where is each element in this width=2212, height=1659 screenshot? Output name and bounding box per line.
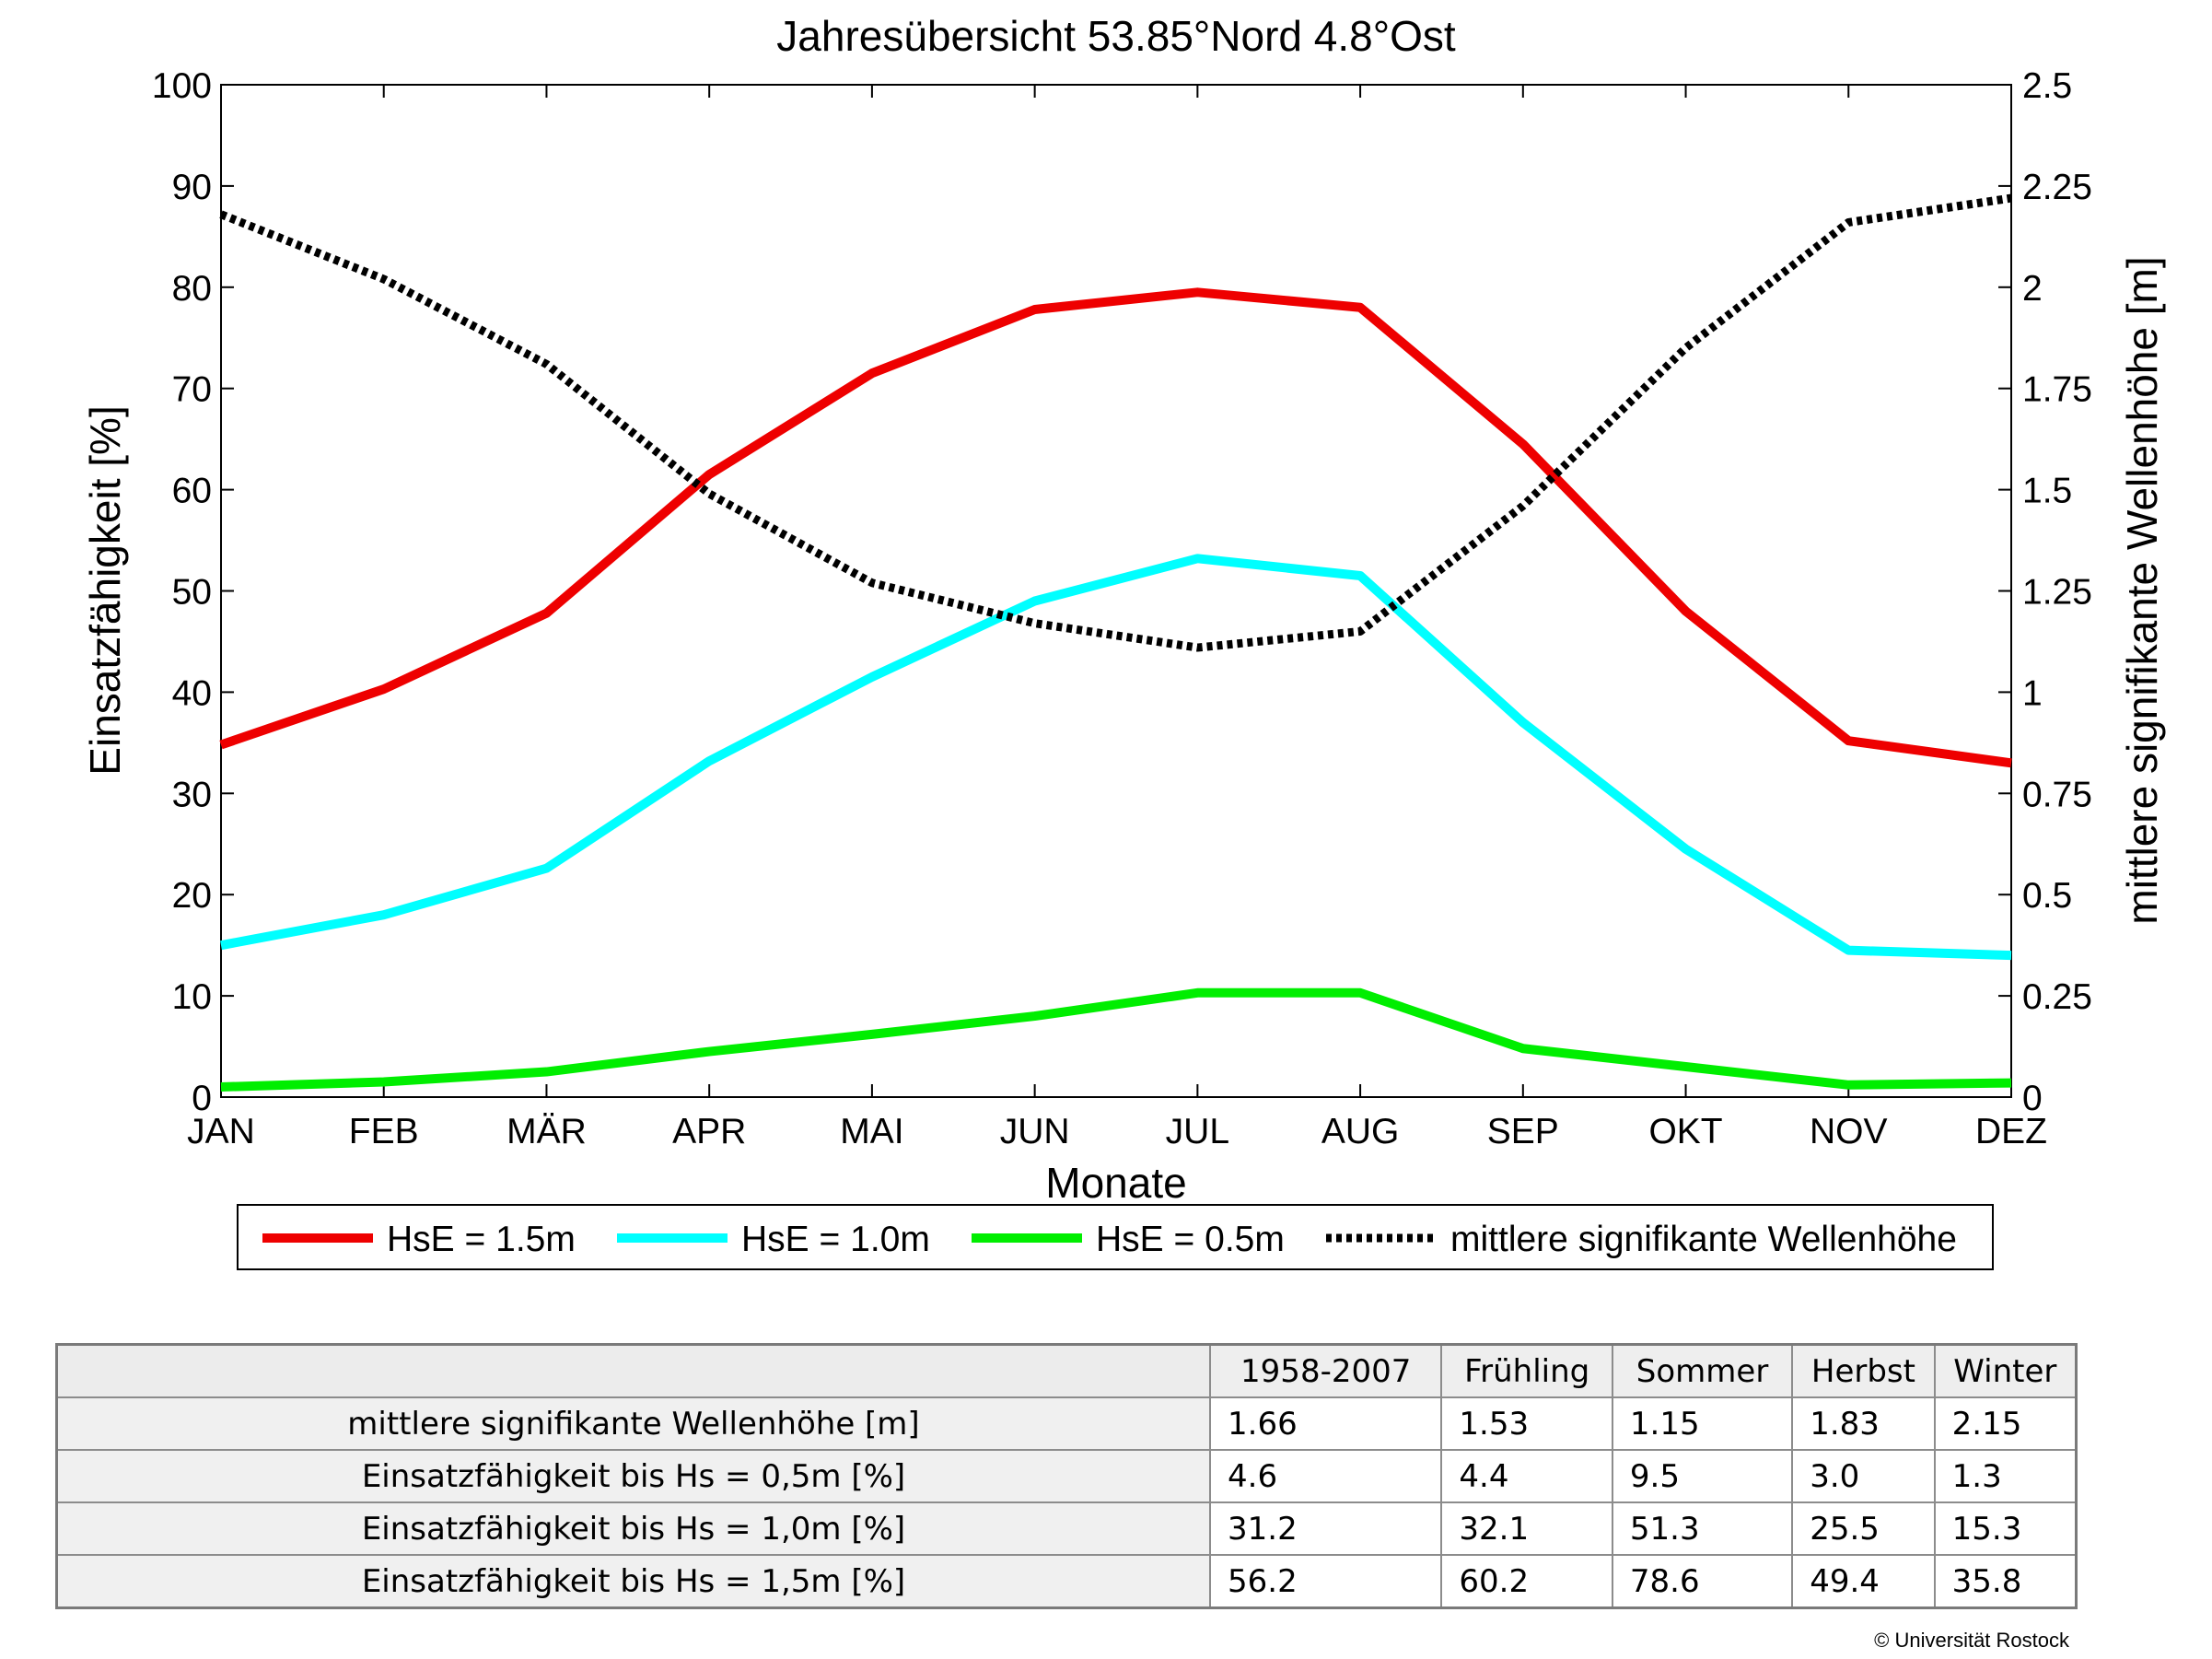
y2-tick-label: 0.25 (2022, 977, 2092, 1017)
y-tick-label: 40 (172, 673, 212, 713)
y-tick-label: 70 (172, 370, 212, 410)
y2-tick-label: 1 (2022, 673, 2043, 713)
table-cell: 60.2 (1440, 1554, 1613, 1609)
table-cell: 32.1 (1440, 1501, 1613, 1556)
x-tick-label: NOV (1810, 1112, 1888, 1151)
plot-area (220, 84, 2012, 1098)
table-cell: 15.3 (1933, 1501, 2078, 1556)
summary-table: 1958-2007 Frühling Sommer Herbst Winter … (55, 1343, 2078, 1609)
y-tick-label: 80 (172, 269, 212, 309)
table-cell: 1.3 (1933, 1449, 2078, 1503)
table-row: mittlere signifikante Wellenhöhe [m] 1.6… (55, 1396, 2078, 1451)
table-cell: 1.83 (1791, 1396, 1936, 1451)
x-tick-label: SEP (1487, 1112, 1559, 1151)
y2-tick-label: 2 (2022, 269, 2043, 309)
table-cell: 1.66 (1208, 1396, 1443, 1451)
y2-tick-label: 1.5 (2022, 472, 2072, 511)
y-tick-label: 10 (172, 977, 212, 1017)
table-row: Einsatzfähigkeit bis Hs = 1,5m [%] 56.2 … (55, 1554, 2078, 1609)
table-cell: 1.15 (1611, 1396, 1794, 1451)
table-cell: 78.6 (1611, 1554, 1794, 1609)
table-header-cell: 1958-2007 (1208, 1343, 1443, 1398)
y-tick-label: 50 (172, 573, 212, 613)
series-line-4 (219, 193, 2012, 652)
series-line-1 (219, 287, 2012, 768)
legend-label: mittlere signifikante Wellenhöhe (1450, 1220, 1957, 1259)
y2-tick-label: 1.75 (2022, 370, 2092, 410)
table-cell: 31.2 (1208, 1501, 1443, 1556)
table-cell: 2.15 (1933, 1396, 2078, 1451)
y-tick-label: 0 (192, 1079, 212, 1118)
x-tick-label: DEZ (1975, 1112, 2047, 1151)
y-tick-label: 90 (172, 168, 212, 207)
table-cell: 25.5 (1791, 1501, 1936, 1556)
y2-tick-label: 2.25 (2022, 168, 2092, 207)
table-header-cell: Frühling (1440, 1343, 1613, 1398)
y2-tick-label: 0.75 (2022, 775, 2092, 814)
copyright-notice: © Universität Rostock (1874, 1629, 2069, 1652)
table-cell: 1.53 (1440, 1396, 1613, 1451)
y2-tick-label: 2.5 (2022, 66, 2072, 106)
row-label: Einsatzfähigkeit bis Hs = 0,5m [%] (55, 1449, 1211, 1503)
ticks-layer: JAN FEB MÄR APR MAI JUN JUL AUG SEP OKT NOV DEZ0102… (152, 66, 2092, 1151)
y2-tick-label: 0.5 (2022, 876, 2072, 916)
x-axis-label: Monate (1045, 1159, 1186, 1207)
chart-title: Jahresübersicht 53.85°Nord 4.8°Ost (776, 12, 1456, 60)
x-tick-label: MÄR (506, 1112, 587, 1151)
x-tick-label: APR (672, 1112, 746, 1151)
table-cell: 35.8 (1933, 1554, 2078, 1609)
table-header-cell: Sommer (1611, 1343, 1794, 1398)
table-cell: 49.4 (1791, 1554, 1936, 1609)
x-tick-label: AUG (1321, 1112, 1400, 1151)
row-label: Einsatzfähigkeit bis Hs = 1,5m [%] (55, 1554, 1211, 1609)
table-cell: 4.6 (1208, 1449, 1443, 1503)
legend-items: HsE = 1.5m HsE = 1.0m HsE = 0.5m mittlere s… (262, 1220, 1957, 1259)
y-axis-label: Einsatzfähigkeit [%] (81, 405, 129, 775)
y-tick-label: 20 (172, 876, 212, 916)
x-tick-label: JAN (187, 1112, 255, 1151)
x-tick-label: JUL (1166, 1112, 1229, 1151)
table-row: Einsatzfähigkeit bis Hs = 0,5m [%] 4.6 4… (55, 1449, 2078, 1503)
series-line-3 (220, 987, 2012, 1092)
series-layer (219, 193, 2012, 1092)
legend-label: HsE = 1.0m (741, 1220, 930, 1259)
table-row: Einsatzfähigkeit bis Hs = 1,0m [%] 31.2 … (55, 1501, 2078, 1556)
table-header-row: 1958-2007 Frühling Sommer Herbst Winter (55, 1343, 2078, 1398)
y2-axis-label: mittlere signifikante Wellenhöhe [m] (2118, 256, 2166, 924)
table-cell: 56.2 (1208, 1554, 1443, 1609)
row-label: mittlere signifikante Wellenhöhe [m] (55, 1396, 1211, 1451)
legend-box (237, 1204, 1994, 1270)
y-tick-label: 60 (172, 472, 212, 511)
table-cell: 9.5 (1611, 1449, 1794, 1503)
table-cell: 3.0 (1791, 1449, 1936, 1503)
y-tick-label: 30 (172, 775, 212, 814)
x-tick-label: MAI (840, 1112, 903, 1151)
x-tick-label: FEB (349, 1112, 419, 1151)
legend-label: HsE = 1.5m (387, 1220, 576, 1259)
row-label: Einsatzfähigkeit bis Hs = 1,0m [%] (55, 1501, 1211, 1556)
x-tick-label: JUN (1000, 1112, 1070, 1151)
table-cell: 4.4 (1440, 1449, 1613, 1503)
table-header-stub (55, 1343, 1211, 1398)
x-tick-label: OKT (1648, 1112, 1722, 1151)
table-header-cell: Herbst (1791, 1343, 1936, 1398)
chart: Jahresübersicht 53.85°Nord 4.8°Ost JAN FE… (81, 12, 2166, 1270)
y2-tick-label: 0 (2022, 1079, 2043, 1118)
y-tick-label: 100 (152, 66, 212, 106)
legend-label: HsE = 0.5m (1096, 1220, 1285, 1259)
legend: HsE = 1.5m HsE = 1.0m HsE = 0.5m mittlere s… (237, 1204, 1994, 1270)
table-cell: 51.3 (1611, 1501, 1794, 1556)
table-header-cell: Winter (1933, 1343, 2078, 1398)
y2-tick-label: 1.25 (2022, 573, 2092, 613)
series-line-2 (220, 554, 2012, 961)
